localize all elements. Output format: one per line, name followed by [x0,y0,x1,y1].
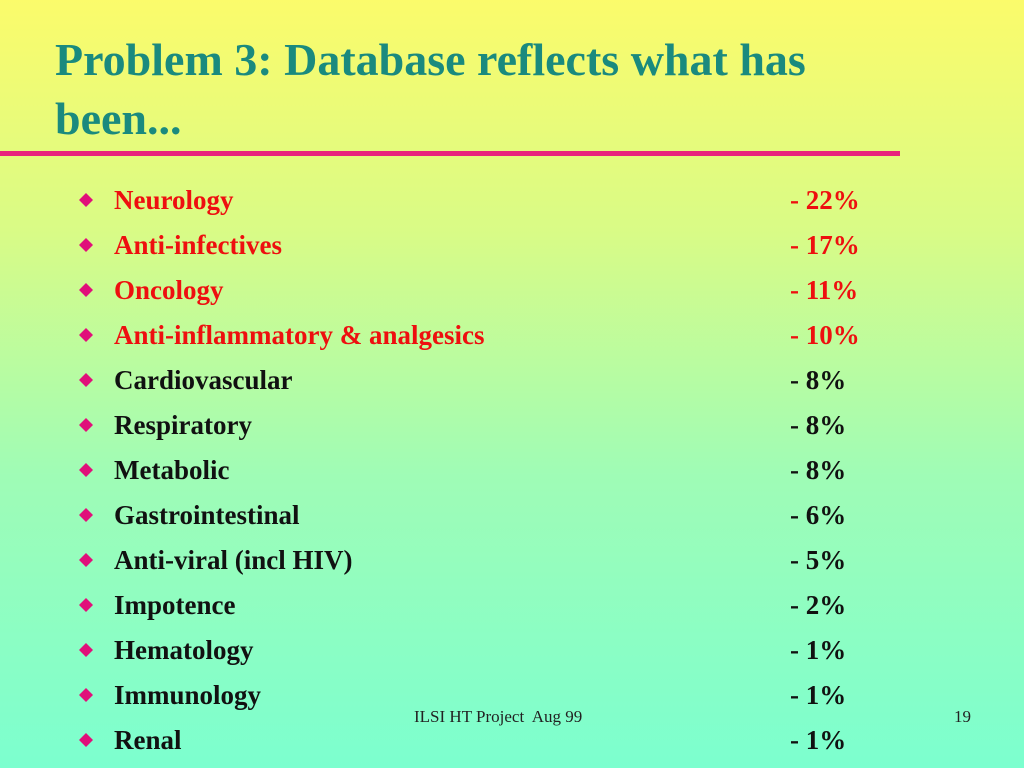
diamond-icon [79,283,93,297]
item-label: Impotence [114,590,236,620]
diamond-icon [79,463,93,477]
diamond-icon [79,238,93,252]
list-item: Cardiovascular - 8% [0,358,960,403]
item-label: Anti-infectives [114,230,282,260]
item-label: Anti-viral (incl HIV) [114,545,353,575]
item-label: Renal [114,725,182,755]
slide-title: Problem 3: Database reflects what has be… [55,34,806,144]
list-item: Hematology - 1% [0,628,960,673]
item-percentage: - 1% [790,725,847,755]
list-item: Respiratory - 8% [0,403,960,448]
item-label: Gastrointestinal [114,500,300,530]
diamond-icon [79,418,93,432]
list-item: Neurology - 22% [0,178,960,223]
item-percentage: - 1% [790,680,847,710]
item-percentage: - 5% [790,545,847,575]
list-item: Gastrointestinal - 6% [0,493,960,538]
item-percentage: - 8% [790,410,847,440]
item-label: Neurology [114,185,234,215]
item-percentage: - 1% [790,635,847,665]
item-label: Metabolic [114,455,230,485]
list-item: Anti-viral (incl HIV) - 5% [0,538,960,583]
item-percentage: - 11% [790,275,859,305]
item-label: Immunology [114,680,262,710]
list-item: Anti-infectives - 17% [0,223,960,268]
item-label: Oncology [114,275,224,305]
diamond-icon [79,193,93,207]
item-label: Anti-inflammatory & analgesics [114,320,485,350]
title-underline [0,151,900,156]
footer-text: ILSI HT Project Aug 99 [414,707,583,726]
item-percentage: - 8% [790,455,847,485]
list-item: Impotence - 2% [0,583,960,628]
list-item: Oncology - 11% [0,268,960,313]
diamond-icon [79,733,93,747]
item-percentage: - 2% [790,590,847,620]
item-percentage: - 6% [790,500,847,530]
diamond-icon [79,328,93,342]
item-label: Cardiovascular [114,365,293,395]
diamond-icon [79,598,93,612]
item-percentage: - 17% [790,230,860,260]
list-item: Renal - 1% [0,718,960,763]
diamond-icon [79,688,93,702]
page-number: 19 [954,707,971,726]
list-item: Anti-inflammatory & analgesics - 10% [0,313,960,358]
item-percentage: - 22% [790,185,860,215]
list-item: Metabolic - 8% [0,448,960,493]
item-percentage: - 8% [790,365,847,395]
diamond-icon [79,643,93,657]
item-label: Hematology [114,635,254,665]
diamond-icon [79,508,93,522]
list-item: Immunology - 1% [0,673,960,718]
diamond-icon [79,373,93,387]
item-label: Respiratory [114,410,252,440]
diamond-icon [79,553,93,567]
item-percentage: - 10% [790,320,860,350]
therapeutic-area-list: Neurology - 22% Anti-infectives - 17% On… [0,178,960,763]
